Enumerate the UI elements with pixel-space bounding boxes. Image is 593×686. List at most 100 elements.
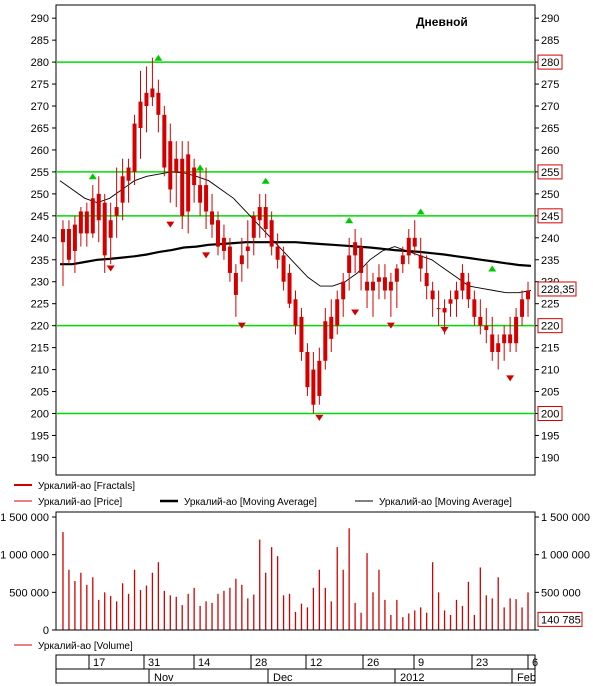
right-tick-label: 285 xyxy=(541,35,559,47)
left-tick-label: 290 xyxy=(31,13,49,25)
day-label: 26 xyxy=(367,657,379,669)
level-box xyxy=(537,406,563,422)
candle-body-47 xyxy=(341,281,346,300)
candle-body-48 xyxy=(347,255,352,273)
left-tick-label: 260 xyxy=(31,145,49,157)
moving-average-long-line xyxy=(60,241,532,267)
candle-body-76 xyxy=(514,316,519,344)
candle-body-57 xyxy=(400,255,405,265)
month-label: 2012 xyxy=(400,672,424,684)
price-axis-left: 190 195 200 205 210 215 220 225 230 235 240 245 250 2… xyxy=(31,13,56,464)
candle-body-59 xyxy=(412,237,417,247)
candle-body-43 xyxy=(317,360,322,396)
candle-body-1 xyxy=(66,229,71,260)
left-tick-label: 255 xyxy=(31,167,49,179)
candle-body-68 xyxy=(466,281,471,300)
candle-body-71 xyxy=(484,325,489,331)
candle-body-52 xyxy=(371,281,376,291)
right-tick-label: 240 xyxy=(541,233,559,245)
candle-body-38 xyxy=(287,272,292,304)
right-tick-label: 250 xyxy=(541,189,559,201)
fractal-down-2 xyxy=(202,252,211,259)
month-label: Nov xyxy=(154,672,174,684)
candle-body-74 xyxy=(502,334,507,344)
candle-body-44 xyxy=(323,321,328,361)
left-tick-label: 280 xyxy=(31,57,49,69)
candle-body-14 xyxy=(144,92,149,107)
candle-body-67 xyxy=(460,272,465,291)
level-box xyxy=(537,318,563,334)
candle-body-53 xyxy=(376,277,381,282)
candle-body-73 xyxy=(496,343,501,353)
vol-left-tick-label: 1 000 000 xyxy=(0,550,49,562)
candle-body-17 xyxy=(162,114,167,168)
level-box xyxy=(537,164,563,180)
fractal-down-4 xyxy=(315,414,324,421)
moving-average-short-line xyxy=(59,171,532,294)
candle-body-5 xyxy=(90,198,95,234)
candle-body-50 xyxy=(359,246,364,273)
fractal-down-6 xyxy=(386,322,395,329)
left-tick-label: 275 xyxy=(31,79,49,91)
left-tick-label: 225 xyxy=(31,299,49,311)
candle-body-27 xyxy=(221,237,226,251)
level-box xyxy=(537,208,563,224)
candle-body-34 xyxy=(263,207,268,230)
level-box-label: 255 xyxy=(541,167,559,179)
day-label: 31 xyxy=(148,657,160,669)
candle-body-9 xyxy=(114,207,119,216)
last-volume-label: 140 785 xyxy=(541,614,581,626)
fractal-down-0 xyxy=(106,265,115,272)
right-tick-label: 195 xyxy=(541,430,559,442)
month-label: Dec xyxy=(273,672,293,684)
fractal-down-8 xyxy=(506,375,515,382)
candle-body-69 xyxy=(472,299,477,317)
left-tick-label: 235 xyxy=(31,255,49,267)
candle-body-35 xyxy=(269,220,274,247)
vol-left-tick-label: 0 xyxy=(43,625,49,637)
left-tick-label: 200 xyxy=(31,409,49,421)
candle-body-60 xyxy=(418,255,423,269)
candle-body-33 xyxy=(257,207,262,221)
candle-body-64 xyxy=(442,308,447,313)
volume-panel xyxy=(55,511,536,631)
left-tick-label: 220 xyxy=(31,321,49,333)
fractal-down-3 xyxy=(237,322,246,329)
volume-legend: Уркалий-ао [Volume] xyxy=(14,641,133,652)
candle-body-77 xyxy=(520,299,525,317)
candle-body-54 xyxy=(382,277,387,291)
candle-body-2 xyxy=(72,224,77,251)
level-box-label: 280 xyxy=(541,57,559,69)
candle-body-46 xyxy=(335,299,340,326)
time-axis-labels: 17 31 14 28 12 26 9 23 6 Nov Dec 2012 Feb xyxy=(88,655,538,684)
last-price-box xyxy=(537,281,577,297)
candle-body-22 xyxy=(192,167,197,186)
day-label: 6 xyxy=(532,657,538,669)
right-tick-label: 190 xyxy=(541,452,559,464)
volume-axis-left: 0 500 000 1 000 000 1 500 000 xyxy=(0,512,56,637)
day-label: 23 xyxy=(476,657,488,669)
right-tick-label: 265 xyxy=(541,123,559,135)
candle-body-70 xyxy=(478,316,483,326)
right-tick-label: 270 xyxy=(541,101,559,113)
candle-body-63 xyxy=(436,308,441,310)
candle-body-45 xyxy=(329,316,334,339)
fractal-up-0 xyxy=(88,173,97,180)
candle-body-39 xyxy=(293,299,298,326)
left-tick-label: 215 xyxy=(31,343,49,355)
left-tick-label: 270 xyxy=(31,101,49,113)
candle-body-61 xyxy=(424,272,429,287)
vol-left-tick-label: 500 000 xyxy=(9,587,49,599)
legend-fractals: Уркалий-ао [Fractals] xyxy=(38,481,135,492)
left-tick-label: 285 xyxy=(31,35,49,47)
fractal-down-5 xyxy=(351,309,360,316)
fractal-down-7 xyxy=(440,327,449,334)
chart-title: Дневной xyxy=(416,15,468,29)
candle-body-26 xyxy=(215,220,220,247)
left-tick-label: 230 xyxy=(31,277,49,289)
fractal-up-2 xyxy=(196,164,205,171)
price-panel xyxy=(55,4,536,476)
candle-body-3 xyxy=(78,211,83,234)
candle-body-65 xyxy=(448,299,453,304)
day-label: 12 xyxy=(310,657,322,669)
